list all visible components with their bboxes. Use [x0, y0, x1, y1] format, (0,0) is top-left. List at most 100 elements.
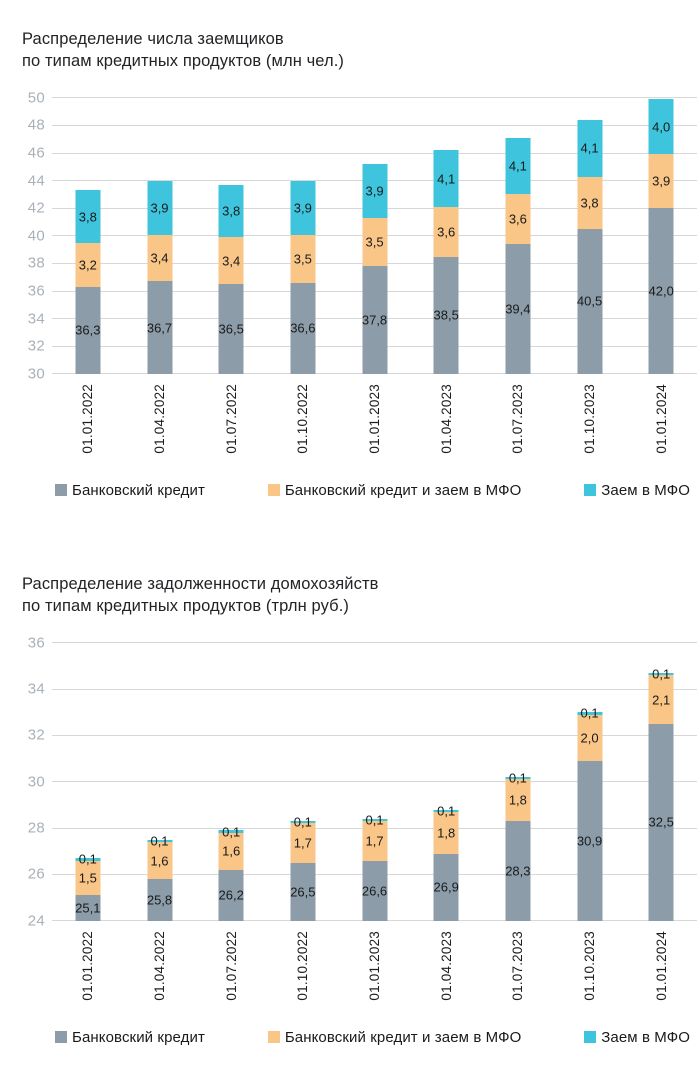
value-label: 3,8	[78, 209, 97, 225]
x-axis-label-slot: 01.01.2024	[625, 384, 697, 468]
bar-segment: 3,8	[577, 176, 603, 229]
value-label: 3,9	[365, 183, 384, 199]
x-axis-label: 01.01.2022	[80, 383, 96, 454]
value-label: 1,7	[293, 835, 312, 851]
bar-01.10.2023: 30,9 2,0 0,1	[554, 643, 626, 921]
value-label: 3,5	[365, 234, 384, 250]
value-label: 3,9	[652, 173, 671, 189]
bar-segment: 39,4	[505, 244, 531, 374]
bar-01.07.2022: 36,5 3,4 3,8	[195, 98, 267, 374]
legend-label: Заем в МФО	[601, 481, 690, 499]
x-axis-label-slot: 01.04.2023	[410, 931, 482, 1015]
plot-region: 36,3 3,2 3,8 36,7 3,4 3,9 36,5 3,4 3,8 36,6 3,5 3,9…	[52, 97, 697, 375]
x-axis-label: 01.10.2023	[582, 383, 598, 454]
value-label: 2,0	[580, 730, 599, 746]
bar-segment: 36,7	[146, 281, 173, 374]
x-axis-label-slot: 01.07.2022	[195, 931, 267, 1015]
bar-segment: 3,2	[75, 242, 101, 287]
value-label: 38,5	[433, 307, 459, 323]
x-axis-label: 01.01.2023	[367, 930, 383, 1001]
bar-segment: 25,8	[147, 879, 172, 921]
bar-segment: 0,1	[577, 707, 603, 720]
bar-segment: 26,9	[434, 853, 459, 921]
x-axis-label-slot: 01.10.2023	[554, 931, 626, 1015]
legend-swatch	[55, 484, 67, 497]
value-label: 32,5	[648, 814, 674, 830]
x-axis-label: 01.01.2022	[80, 930, 96, 1001]
value-label: 1,8	[508, 792, 527, 808]
bar-segment: 2,1	[648, 675, 674, 724]
bar-segment: 3,9	[290, 180, 316, 235]
bar-segment: 36,5	[219, 284, 244, 374]
value-label: 3,2	[78, 257, 97, 273]
y-axis-tick-label: 24	[27, 912, 45, 930]
value-label: 3,5	[293, 251, 312, 267]
value-label: 0,1	[150, 833, 169, 849]
bar-segment: 26,2	[219, 869, 244, 921]
bar-01.01.2023: 26,6 1,7 0,1	[339, 643, 411, 921]
value-label: 37,8	[361, 312, 388, 328]
bar-segment: 3,5	[362, 217, 388, 267]
value-label: 0,1	[365, 812, 384, 828]
x-axis-label-slot: 01.07.2022	[195, 384, 267, 468]
bar-segment: 3,8	[75, 190, 101, 243]
value-label: 3,9	[150, 200, 169, 216]
value-label: 36,7	[146, 320, 173, 336]
bar-segment: 3,5	[290, 234, 316, 283]
y-axis-tick-label: 34	[27, 680, 45, 698]
bar-segment: 42,0	[649, 208, 674, 374]
value-label: 4,0	[652, 119, 671, 135]
gridline	[52, 688, 697, 690]
legend-item: Заем в МФО	[584, 482, 690, 499]
bar-segment: 0,1	[648, 668, 674, 681]
bar-segment: 25,1	[75, 895, 101, 921]
gridline	[52, 781, 697, 783]
legend-swatch	[584, 484, 597, 497]
bar-01.10.2022: 36,6 3,5 3,9	[267, 98, 339, 374]
bar-segment: 26,6	[362, 860, 387, 921]
bar-segment: 3,9	[648, 154, 674, 209]
chart-title: Распределение задолженности домохозяйств…	[22, 573, 700, 618]
bars-container: 25,1 1,5 0,1 25,8 1,6 0,1 26,2 1,6 0,1 26,5 1,7 0,1…	[52, 643, 697, 921]
value-label: 3,6	[508, 211, 527, 227]
legend-label: Банковский кредит и заем в МФО	[284, 1028, 522, 1046]
value-label: 3,6	[437, 224, 456, 240]
bar-01.04.2023: 26,9 1,8 0,1	[410, 643, 482, 921]
gridline	[52, 920, 697, 922]
x-axis-label: 01.07.2022	[223, 383, 239, 454]
bar-segment: 37,8	[362, 266, 387, 374]
bar-segment: 1,8	[433, 811, 459, 854]
y-axis-tick-label: 26	[27, 865, 45, 883]
chart-title-line-1: Распределение задолженности домохозяйств	[22, 574, 379, 593]
bar-segment: 0,1	[147, 834, 172, 847]
y-axis-tick-label: 50	[27, 89, 45, 107]
y-axis-tick-label: 42	[27, 199, 45, 217]
bar-segment: 32,5	[648, 723, 674, 921]
bar-segment: 1,7	[290, 823, 316, 863]
bar-segment: 30,9	[577, 760, 602, 921]
gridline	[52, 97, 697, 99]
value-label: 25,1	[75, 900, 101, 916]
y-axis-tick-label: 38	[27, 254, 45, 272]
y-axis-tick-label: 32	[27, 337, 45, 355]
bar-01.04.2023: 38,5 3,6 4,1	[410, 98, 482, 374]
value-label: 0,1	[222, 824, 241, 840]
x-axis-label-slot: 01.01.2024	[625, 931, 697, 1015]
bar-segment: 40,5	[577, 228, 602, 374]
x-axis-label: 01.04.2023	[438, 930, 454, 1001]
bar-segment: 0,1	[218, 825, 244, 838]
y-axis: 30 32 34 36 38 40 42 44 46 48 50	[0, 89, 45, 382]
value-label: 28,3	[505, 863, 531, 879]
legend-swatch	[267, 1031, 280, 1044]
x-axis-label: 01.07.2022	[223, 930, 239, 1001]
value-label: 4,1	[508, 158, 527, 174]
x-axis-label-slot: 01.10.2022	[267, 931, 339, 1015]
bar-segment: 3,4	[218, 237, 244, 285]
bar-segment: 3,6	[433, 206, 459, 257]
value-label: 3,8	[580, 195, 599, 211]
bar-segment: 26,5	[290, 862, 316, 921]
y-axis-tick-label: 30	[27, 773, 45, 791]
x-axis: 01.01.2022 01.04.2022 01.07.2022 01.10.2022…	[52, 931, 697, 1015]
x-axis-label-slot: 01.10.2023	[554, 384, 626, 468]
y-axis-tick-label: 34	[27, 310, 45, 328]
